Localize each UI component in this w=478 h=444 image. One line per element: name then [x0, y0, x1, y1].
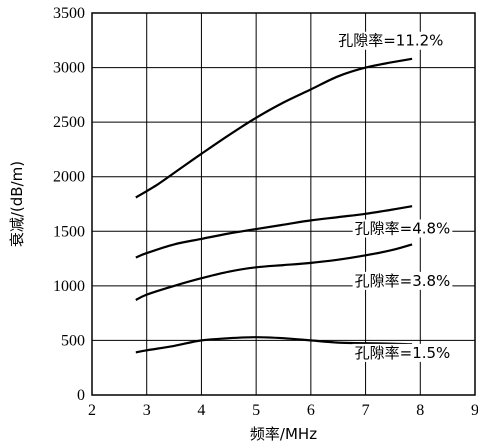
- series-labels: 孔隙率=11.2% 孔隙率=4.8% 孔隙率=3.8% 孔隙率=1.5%: [336, 31, 453, 362]
- series-label: 孔隙率=1.5%: [355, 344, 451, 362]
- y-tick-label: 2000: [53, 169, 85, 186]
- x-tick-label: 9: [471, 402, 478, 419]
- series-label-background: [336, 31, 446, 50]
- y-axis-title: 衰减/(dB/m): [8, 161, 26, 247]
- series-label-background: [352, 343, 453, 362]
- series-line: [135, 205, 413, 259]
- series-line: [135, 243, 413, 301]
- plot-frame: [91, 12, 476, 396]
- x-tick-label: 7: [362, 402, 370, 419]
- x-tick-label: 3: [143, 402, 151, 419]
- y-tick-label: 1500: [53, 223, 85, 240]
- x-tick-label: 6: [307, 402, 315, 419]
- series-lines: [135, 57, 413, 354]
- x-tick-label: 4: [197, 402, 205, 419]
- y-tick-label: 3500: [53, 5, 85, 22]
- x-axis-title: 频率/MHz: [250, 425, 317, 443]
- y-tick-label: 1000: [53, 278, 85, 295]
- y-tick-label: 3000: [53, 60, 85, 77]
- y-tick-label: 500: [61, 332, 85, 349]
- series-label-background: [352, 271, 453, 290]
- tick-labels: 2 3 4 5 6 7 8 9 0 500 1000 1500 2000 2500 3000 3500: [53, 5, 478, 419]
- x-tick-label: 5: [252, 402, 260, 419]
- series-line: [135, 57, 413, 199]
- series-label: 孔隙率=4.8%: [355, 219, 451, 237]
- series-label: 孔隙率=3.8%: [355, 272, 451, 290]
- series-label: 孔隙率=11.2%: [338, 32, 443, 50]
- x-tick-label: 8: [416, 402, 424, 419]
- y-tick-label: 2500: [53, 114, 85, 131]
- y-tick-label: 0: [77, 387, 85, 404]
- x-tick-label: 2: [88, 402, 96, 419]
- grid-lines: [91, 12, 476, 396]
- series-line: [135, 336, 413, 354]
- series-label-background: [352, 219, 453, 238]
